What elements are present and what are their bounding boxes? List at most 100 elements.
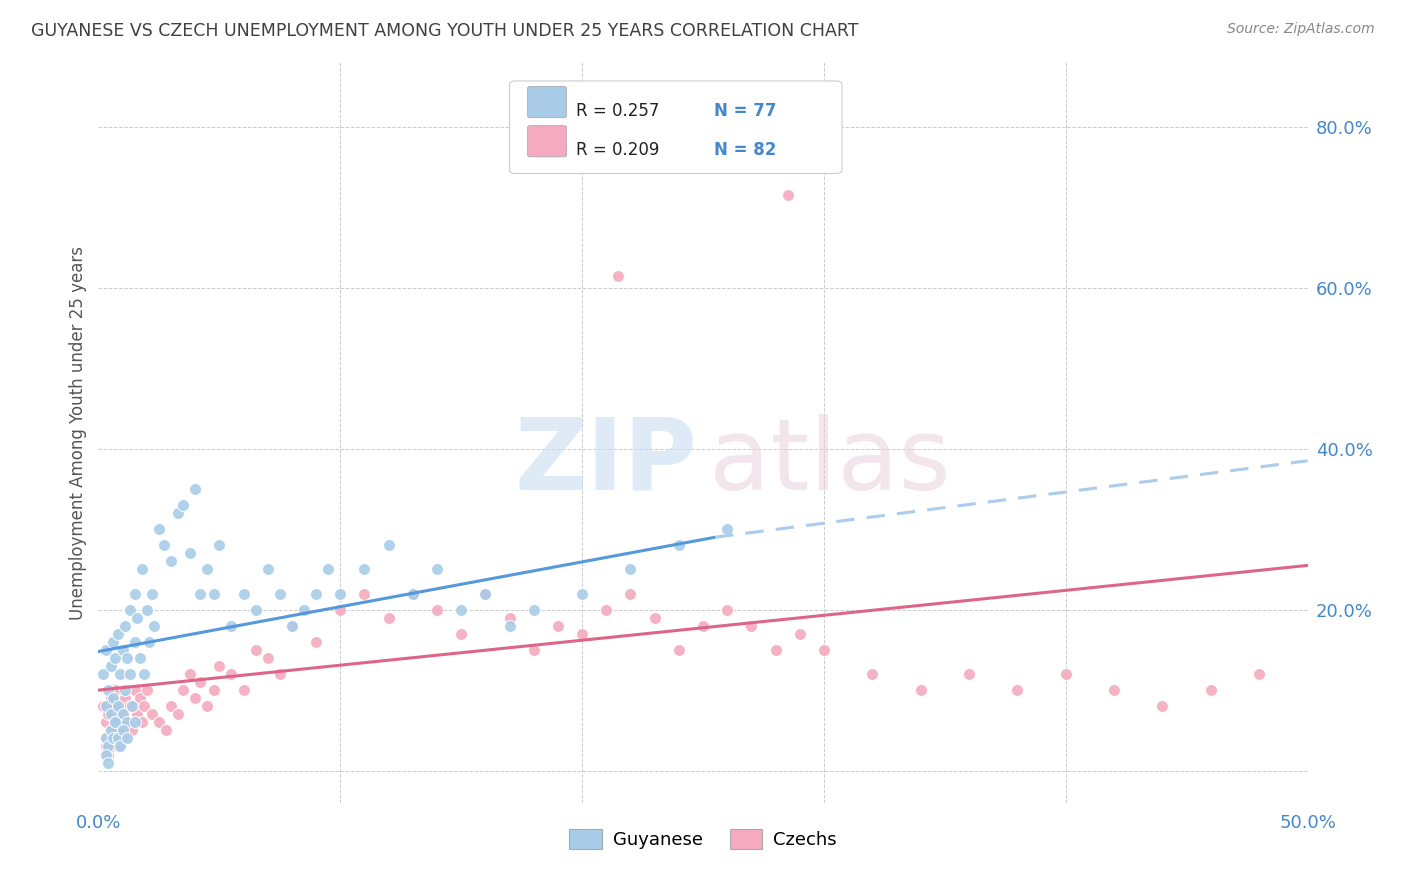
Point — [184, 482, 207, 496]
Point — [957, 667, 980, 681]
Point — [104, 715, 127, 730]
FancyBboxPatch shape — [509, 81, 842, 173]
Point — [111, 643, 134, 657]
Point — [101, 635, 124, 649]
Point — [619, 586, 641, 600]
Point — [160, 554, 183, 568]
Point — [245, 602, 267, 616]
Point — [188, 675, 211, 690]
Point — [571, 627, 593, 641]
Point — [450, 602, 472, 616]
Point — [167, 506, 190, 520]
Point — [97, 707, 120, 722]
Point — [765, 643, 787, 657]
Point — [668, 643, 690, 657]
Point — [547, 619, 569, 633]
Text: ZIP: ZIP — [515, 414, 697, 511]
Point — [426, 602, 449, 616]
Point — [107, 627, 129, 641]
Point — [204, 683, 226, 698]
Point — [1152, 699, 1174, 714]
Point — [172, 683, 194, 698]
Point — [152, 538, 174, 552]
Point — [94, 643, 117, 657]
Point — [245, 643, 267, 657]
Point — [118, 602, 141, 616]
Point — [117, 651, 139, 665]
Point — [124, 586, 146, 600]
Point — [813, 643, 835, 657]
Point — [108, 723, 131, 738]
Point — [208, 659, 231, 673]
Point — [179, 546, 201, 560]
Text: N = 82: N = 82 — [714, 141, 776, 159]
Point — [94, 731, 117, 746]
Point — [94, 715, 117, 730]
Point — [114, 619, 136, 633]
Point — [104, 683, 127, 698]
Point — [740, 619, 762, 633]
Point — [101, 691, 124, 706]
Point — [292, 602, 315, 616]
Text: R = 0.257: R = 0.257 — [576, 102, 659, 120]
Point — [127, 707, 149, 722]
Point — [179, 667, 201, 681]
Point — [124, 715, 146, 730]
Point — [104, 651, 127, 665]
Point — [107, 731, 129, 746]
Point — [1007, 683, 1029, 698]
Point — [117, 715, 139, 730]
Point — [692, 619, 714, 633]
Point — [124, 683, 146, 698]
Point — [377, 610, 399, 624]
Point — [104, 715, 127, 730]
Point — [607, 268, 630, 283]
Point — [141, 586, 163, 600]
FancyBboxPatch shape — [527, 87, 567, 118]
Point — [329, 586, 352, 600]
Point — [134, 699, 156, 714]
Point — [402, 586, 425, 600]
Point — [124, 635, 146, 649]
Point — [101, 731, 124, 746]
Point — [100, 707, 122, 722]
Point — [329, 602, 352, 616]
Point — [94, 699, 117, 714]
Text: Source: ZipAtlas.com: Source: ZipAtlas.com — [1227, 22, 1375, 37]
Point — [474, 586, 496, 600]
Text: atlas: atlas — [709, 414, 950, 511]
Point — [104, 723, 127, 738]
Point — [143, 619, 166, 633]
Point — [101, 739, 124, 754]
Point — [128, 651, 150, 665]
Point — [160, 699, 183, 714]
Point — [104, 715, 127, 730]
Point — [221, 619, 243, 633]
Point — [117, 731, 139, 746]
Point — [498, 619, 520, 633]
Point — [127, 610, 149, 624]
Point — [100, 659, 122, 673]
Point — [232, 586, 254, 600]
Point — [135, 683, 157, 698]
Point — [377, 538, 399, 552]
Point — [94, 731, 117, 746]
Point — [101, 731, 124, 746]
Point — [1102, 683, 1125, 698]
Point — [474, 586, 496, 600]
Point — [117, 715, 139, 730]
Point — [97, 747, 120, 762]
Point — [128, 691, 150, 706]
Point — [114, 683, 136, 698]
Point — [305, 586, 328, 600]
Point — [111, 723, 134, 738]
Point — [167, 707, 190, 722]
Point — [97, 739, 120, 754]
Point — [107, 731, 129, 746]
Point — [155, 723, 177, 738]
Point — [1249, 667, 1271, 681]
Point — [776, 188, 799, 202]
Point — [108, 739, 131, 754]
Point — [107, 699, 129, 714]
Point — [316, 562, 339, 576]
